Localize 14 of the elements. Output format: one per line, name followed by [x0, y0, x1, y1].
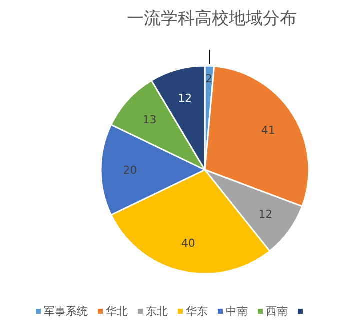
- data-label: 12: [178, 92, 192, 105]
- chart-title: 一流学科高校地域分布: [127, 9, 297, 29]
- data-label: 13: [142, 113, 157, 126]
- data-label: 12: [258, 208, 273, 222]
- data-label: 40: [181, 237, 196, 250]
- data-label: 41: [261, 124, 276, 138]
- legend-label: 华北: [106, 305, 128, 318]
- data-label: 20: [123, 164, 138, 177]
- legend-label: 西南: [266, 305, 288, 318]
- data-label: 2: [206, 72, 213, 86]
- legend-label: 军事系统: [44, 305, 88, 318]
- legend-label: 华东: [186, 305, 208, 318]
- legend-label: 中南: [226, 305, 248, 318]
- legend-label: 东北: [146, 305, 168, 318]
